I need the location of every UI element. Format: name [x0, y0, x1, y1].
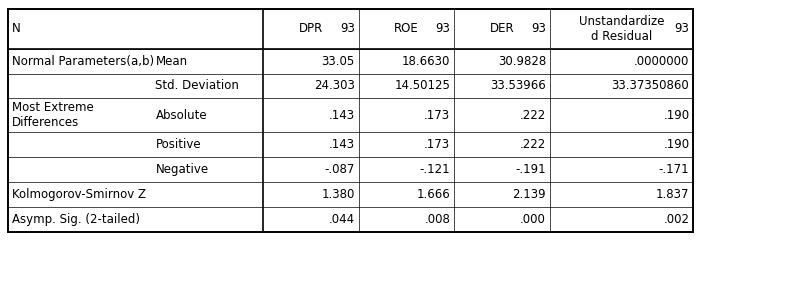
Text: Unstandardize
d Residual: Unstandardize d Residual [579, 15, 665, 43]
Text: DPR: DPR [299, 22, 323, 35]
Text: Normal Parameters(a,b): Normal Parameters(a,b) [12, 54, 154, 68]
Text: 93: 93 [435, 22, 450, 35]
Text: Negative: Negative [155, 163, 209, 176]
Text: .222: .222 [520, 138, 546, 151]
Text: .143: .143 [328, 109, 355, 122]
Text: .143: .143 [328, 138, 355, 151]
Text: .002: .002 [663, 213, 689, 226]
Text: -.087: -.087 [324, 163, 355, 176]
Text: .0000000: .0000000 [634, 54, 689, 68]
Text: -.121: -.121 [420, 163, 450, 176]
Text: DER: DER [490, 22, 514, 35]
Text: 24.303: 24.303 [314, 79, 355, 93]
Text: .222: .222 [520, 109, 546, 122]
Text: .044: .044 [328, 213, 355, 226]
Text: 14.50125: 14.50125 [395, 79, 450, 93]
Text: -.171: -.171 [659, 163, 689, 176]
Text: 18.6630: 18.6630 [402, 54, 450, 68]
Text: Most Extreme
Differences: Most Extreme Differences [12, 101, 94, 129]
Bar [8, 9, 693, 232]
Text: 33.05: 33.05 [321, 54, 355, 68]
Text: 1.837: 1.837 [656, 188, 689, 201]
Text: .173: .173 [424, 109, 450, 122]
Text: 93: 93 [531, 22, 546, 35]
Text: .000: .000 [520, 213, 546, 226]
Text: Asymp. Sig. (2-tailed): Asymp. Sig. (2-tailed) [12, 213, 140, 226]
Text: .173: .173 [424, 138, 450, 151]
Text: 2.139: 2.139 [512, 188, 546, 201]
Text: N: N [12, 22, 21, 35]
Text: 93: 93 [340, 22, 355, 35]
Text: 33.37350860: 33.37350860 [611, 79, 689, 93]
Text: Positive: Positive [155, 138, 201, 151]
Text: 93: 93 [674, 22, 689, 35]
Text: .190: .190 [663, 138, 689, 151]
Text: 1.380: 1.380 [321, 188, 355, 201]
Text: 30.9828: 30.9828 [497, 54, 546, 68]
Text: Mean: Mean [155, 54, 187, 68]
Text: Std. Deviation: Std. Deviation [155, 79, 239, 93]
Text: ROE: ROE [394, 22, 419, 35]
Text: 33.53966: 33.53966 [490, 79, 546, 93]
Text: -.191: -.191 [516, 163, 546, 176]
Text: 1.666: 1.666 [417, 188, 450, 201]
Text: .190: .190 [663, 109, 689, 122]
Text: Absolute: Absolute [155, 109, 207, 122]
Text: Kolmogorov-Smirnov Z: Kolmogorov-Smirnov Z [12, 188, 146, 201]
Text: .008: .008 [425, 213, 450, 226]
